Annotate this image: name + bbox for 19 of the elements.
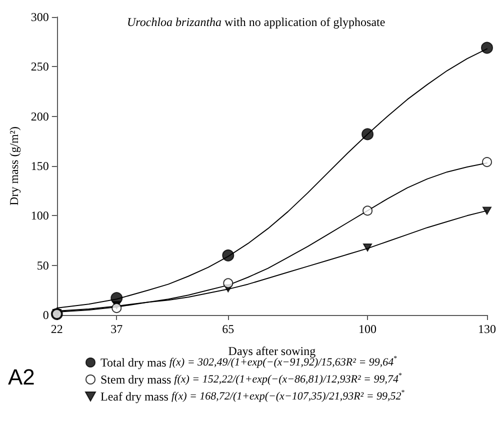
- x-tick-label: 37: [110, 322, 123, 336]
- legend-label: Stem dry mass: [100, 372, 172, 386]
- x-tick-label: 130: [478, 322, 496, 336]
- x-axis-title: Days after sowing: [228, 344, 316, 358]
- y-axis-title: Dry mass (g/m²): [7, 126, 21, 206]
- y-tick-label: 200: [30, 109, 49, 124]
- x-tick-label: 65: [222, 322, 234, 336]
- y-tick-label: 150: [30, 159, 49, 173]
- y-tick-label: 250: [30, 60, 49, 74]
- y-tick-label: 0: [42, 308, 49, 322]
- x-tick-label: 22: [50, 322, 63, 336]
- y-tick-label: 300: [30, 10, 49, 24]
- text: A2: [8, 364, 35, 390]
- chart-title: Urochloa brizantha with no application of glyphosate: [127, 15, 386, 29]
- y-tick-label: 100: [30, 208, 49, 223]
- x-tick-label: 100: [358, 322, 377, 336]
- legend-label: Leaf dry mass: [100, 390, 169, 404]
- y-tick-label: 50: [36, 258, 49, 272]
- legend-label: Total dry mas: [100, 356, 167, 370]
